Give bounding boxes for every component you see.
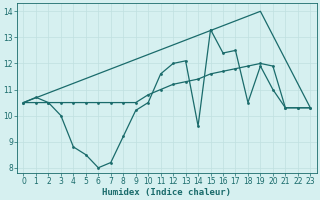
X-axis label: Humidex (Indice chaleur): Humidex (Indice chaleur) bbox=[102, 188, 231, 197]
